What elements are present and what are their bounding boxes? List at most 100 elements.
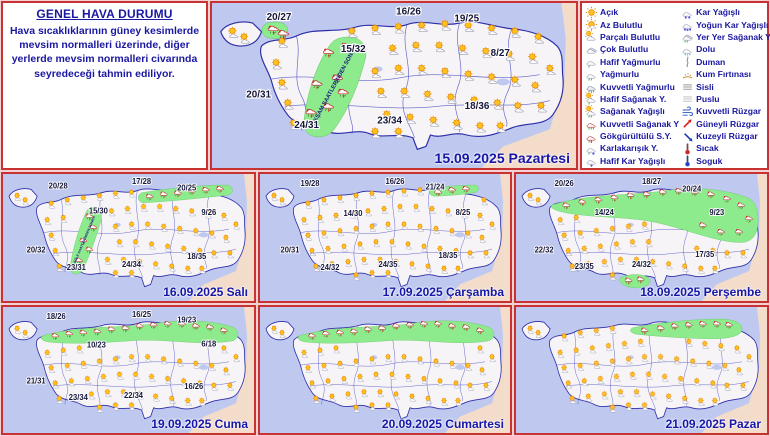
hafif-kar-icon [585, 154, 598, 168]
temperature-label: 18/26 [47, 312, 67, 321]
acik-icon [585, 6, 598, 19]
legend-item-label: Yağmurlu [600, 69, 640, 80]
map-date-label: 15.09.2025 Pazartesi [434, 150, 570, 166]
legend-item-kuvvetli-yagmurlu: Kuvvetli Yağmurlu [583, 80, 679, 93]
temperature-label: 16/26 [184, 382, 204, 391]
legend-item-label: Yoğun Kar Yağışlı [696, 19, 769, 30]
turkey-map [516, 307, 767, 433]
legend-item-yogun-kar: Yoğun Kar Yağışlı [679, 18, 770, 32]
temperature-label: 8/25 [456, 208, 471, 217]
temperature-label: 14/30 [343, 209, 363, 218]
legend-item-hafif-kar: Hafif Kar Yağışlı [583, 154, 679, 168]
legend-item-cok-bulutlu: Çok Bulutlu [583, 43, 679, 55]
map-date-label: 17.09.2025 Çarşamba [382, 285, 504, 299]
legend-item-label: Hafif Kar Yağışlı [600, 155, 666, 166]
legend-item-label: Kar Yağışlı [696, 7, 740, 18]
temperature-label: 19/28 [300, 179, 320, 188]
temperature-label: 19/25 [454, 14, 479, 25]
legend-item-hafif-saganak: Hafif Sağanak Y. [583, 92, 679, 106]
puslu-icon [681, 92, 694, 105]
temperature-label: 24/32 [320, 263, 340, 272]
temperature-label: 23/34 [69, 393, 89, 402]
general-outlook-panel: GENEL HAVA DURUMU Hava sıcaklıklarının g… [1, 1, 208, 170]
legend-item-label: Dolu [696, 44, 716, 55]
temperature-label: 20/31 [246, 90, 271, 101]
temperature-label: 21/24 [425, 182, 445, 191]
legend-item-guneyli-ruzgar: Güneyli Rüzgar [679, 118, 770, 130]
temperature-label: 24/31 [294, 120, 319, 131]
legend-item-sisli: Sisli [679, 80, 770, 92]
map-canvas-tuesday: ÖĞLE SAATLERİNDEN SONRA 20/28 17/28 20/25 15… [3, 174, 254, 301]
hafif-yagmurlu-icon [585, 55, 598, 68]
legend-item-label: Kuzeyli Rüzgar [696, 131, 758, 142]
legend-item-yer-yer-saganak: Yer Yer Sağanak Y. [679, 30, 770, 44]
temperature-label: 9/23 [709, 208, 724, 217]
map-date-label: 20.09.2025 Cumartesi [381, 417, 504, 431]
temperature-label: 9/26 [201, 208, 216, 217]
legend-item-label: Duman [696, 56, 726, 67]
forecast-map-monday: AKŞAM SAATLERİNDEN SONRA 20/27 16/26 19/25 8… [210, 1, 578, 170]
guneyli-ruzgar-icon [681, 117, 694, 130]
temperature-label: 23/34 [377, 116, 402, 127]
turkey-map: 20/26 18/27 20/24 14/24 9/23 22/32 23/35 24/32 1… [516, 174, 767, 301]
map-date-label: 18.09.2025 Perşembe [640, 285, 761, 299]
kuvvetli-yagmurlu-icon [585, 80, 598, 93]
map-date-label: 21.09.2025 Pazar [665, 417, 761, 431]
sisli-icon [681, 80, 694, 93]
turkey-map: 18/26 16/25 19/23 10/23 6/18 21/31 23/34 22/34 1… [3, 307, 254, 433]
temperature-label: 17/28 [132, 177, 152, 186]
cok-bulutlu-icon [585, 43, 598, 56]
temperature-label: 22/34 [124, 391, 144, 400]
map-canvas-monday: AKŞAM SAATLERİNDEN SONRA 20/27 16/26 19/25 8… [212, 3, 576, 168]
temperature-label: 23/31 [67, 263, 87, 272]
gokgurultulu-icon [585, 130, 598, 143]
legend-item-karla-karisik: Karlakarışık Y. [583, 142, 679, 155]
legend-item-acik: Açık [583, 6, 679, 18]
soguk-icon [681, 154, 694, 167]
legend-item-label: Yer Yer Sağanak Y. [696, 31, 770, 42]
map-canvas-sunday [516, 307, 767, 433]
kuzeyli-ruzgar-icon [681, 130, 694, 143]
parcali-bulutlu-icon [585, 30, 598, 43]
legend-item-label: Açık [600, 7, 619, 18]
map-canvas-friday: 18/26 16/25 19/23 10/23 6/18 21/31 23/34 22/34 1… [3, 307, 254, 433]
temperature-label: 8/27 [491, 48, 511, 59]
legend-item-az-bulutlu: Az Bulutlu [583, 18, 679, 31]
legend-item-label: Kuvvetli Yağmurlu [600, 81, 675, 92]
legend-item-hafif-yagmurlu: Hafif Yağmurlu [583, 56, 679, 68]
map-date-label: 19.09.2025 Cuma [151, 417, 248, 431]
legend-item-gokgurultulu: Gökgürültülü S.Y. [583, 130, 679, 143]
temperature-label: 18/35 [438, 251, 458, 260]
legend-item-kuzeyli-ruzgar: Kuzeyli Rüzgar [679, 130, 770, 142]
forecast-map-tuesday: ÖĞLE SAATLERİNDEN SONRA 20/28 17/28 20/25 15… [1, 172, 256, 303]
outlook-text: Hava sıcaklıklarının güney kesimlerde me… [9, 25, 200, 80]
kuvvetli-saganak-icon [585, 117, 598, 130]
temperature-label: 18/36 [465, 101, 490, 112]
kuvvetli-ruzgar-icon [681, 105, 694, 118]
kum-firtinasi-icon [681, 68, 694, 81]
yer-yer-saganak-icon [681, 30, 694, 44]
legend-item-label: Hafif Yağmurlu [600, 56, 661, 67]
temperature-label: 17/35 [695, 250, 715, 259]
kar-yagisli-icon [681, 6, 694, 19]
forecast-map-thursday: 20/26 18/27 20/24 14/24 9/23 22/32 23/35 24/32 1… [514, 172, 769, 303]
legend-item-label: Kuvvetli Rüzgar [696, 106, 762, 117]
temperature-label: 16/26 [385, 177, 405, 186]
legend-item-puslu: Puslu [679, 93, 770, 105]
legend-item-kar-yagisli: Kar Yağışlı [679, 6, 770, 19]
turkey-map: 19/28 16/26 21/24 14/30 8/25 20/31 24/32 24/35 1… [260, 174, 510, 301]
saganak-yagisli-icon [585, 104, 598, 118]
legend-item-soguk: Soguk [679, 155, 770, 167]
temperature-label: 15/30 [89, 206, 109, 215]
yogun-kar-icon [681, 18, 694, 32]
legend-item-label: Soguk [696, 155, 723, 166]
temperature-label: 20/28 [49, 181, 69, 190]
temperature-label: 6/18 [201, 339, 216, 348]
temperature-label: 24/32 [632, 259, 652, 268]
map-canvas-wednesday: 19/28 16/26 21/24 14/30 8/25 20/31 24/32 24/35 1… [260, 174, 510, 301]
temperature-label: 14/24 [595, 208, 615, 217]
karla-karisik-icon [585, 142, 598, 155]
legend-item-label: Parçalı Bulutlu [600, 31, 661, 42]
temperature-label: 23/35 [575, 262, 595, 271]
